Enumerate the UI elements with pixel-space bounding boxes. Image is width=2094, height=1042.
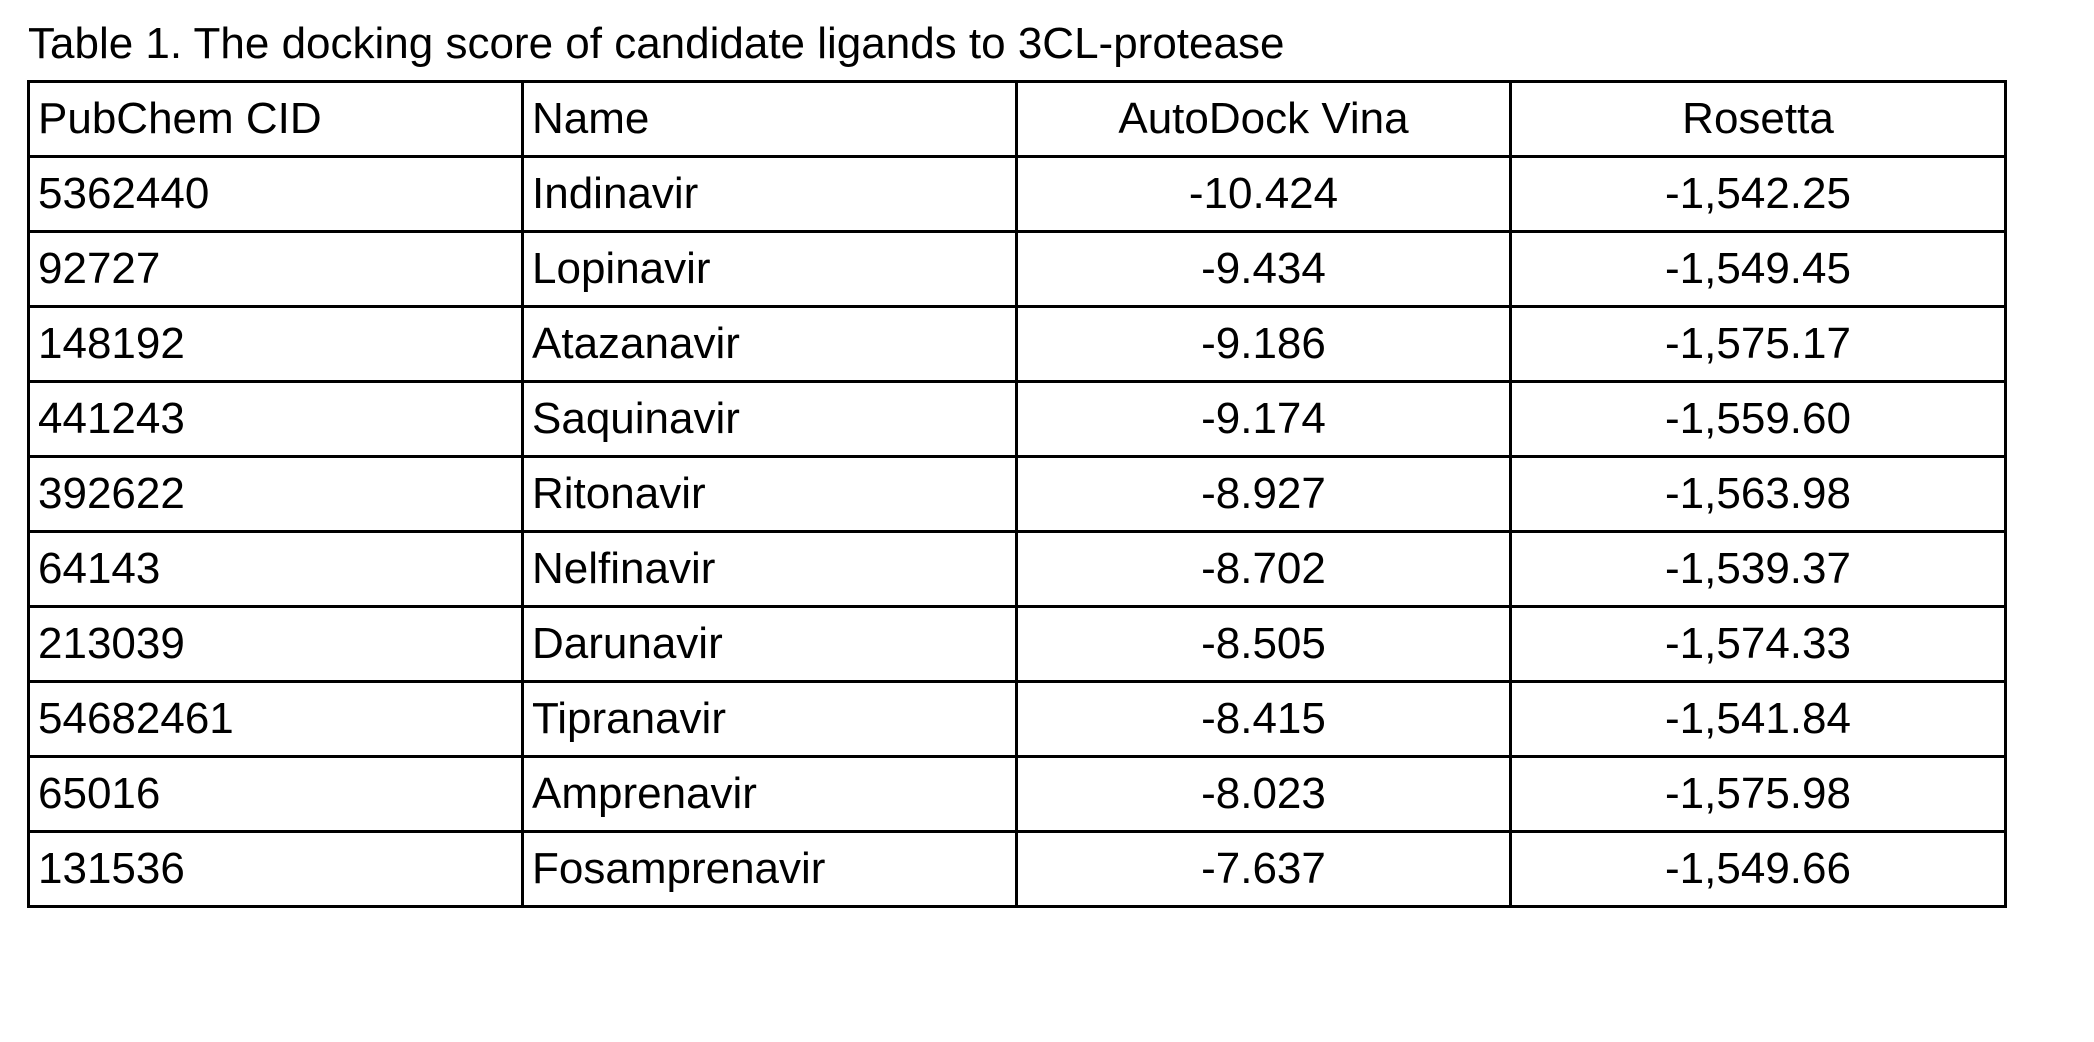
cell-name: Amprenavir <box>521 755 1018 833</box>
cell-name: Lopinavir <box>521 230 1018 308</box>
cell-name: Ritonavir <box>521 455 1018 533</box>
table-caption: Table 1. The docking score of candidate … <box>28 19 1285 68</box>
cell-rosetta: -1,563.98 <box>1509 455 2007 533</box>
cell-autodock-vina: -8.023 <box>1015 755 1512 833</box>
cell-pubchem-cid: 148192 <box>27 305 524 383</box>
cell-autodock-vina: -8.505 <box>1015 605 1512 683</box>
cell-pubchem-cid: 54682461 <box>27 680 524 758</box>
cell-pubchem-cid: 213039 <box>27 605 524 683</box>
cell-autodock-vina: -9.186 <box>1015 305 1512 383</box>
cell-name: Fosamprenavir <box>521 830 1018 908</box>
header-rosetta: Rosetta <box>1509 80 2007 158</box>
table-row: 148192 Atazanavir -9.186 -1,575.17 <box>27 305 2007 383</box>
docking-score-table: PubChem CID Name AutoDock Vina Rosetta 5… <box>27 80 2007 908</box>
cell-name: Atazanavir <box>521 305 1018 383</box>
table-row: 65016 Amprenavir -8.023 -1,575.98 <box>27 755 2007 833</box>
table-row: 92727 Lopinavir -9.434 -1,549.45 <box>27 230 2007 308</box>
cell-rosetta: -1,559.60 <box>1509 380 2007 458</box>
table-row: 441243 Saquinavir -9.174 -1,559.60 <box>27 380 2007 458</box>
cell-rosetta: -1,575.98 <box>1509 755 2007 833</box>
header-name: Name <box>521 80 1018 158</box>
cell-autodock-vina: -9.174 <box>1015 380 1512 458</box>
cell-rosetta: -1,549.45 <box>1509 230 2007 308</box>
header-autodock-vina: AutoDock Vina <box>1015 80 1512 158</box>
cell-rosetta: -1,574.33 <box>1509 605 2007 683</box>
table-header-row: PubChem CID Name AutoDock Vina Rosetta <box>27 80 2007 158</box>
cell-autodock-vina: -8.415 <box>1015 680 1512 758</box>
table-row: 213039 Darunavir -8.505 -1,574.33 <box>27 605 2007 683</box>
table-row: 5362440 Indinavir -10.424 -1,542.25 <box>27 155 2007 233</box>
cell-pubchem-cid: 5362440 <box>27 155 524 233</box>
header-pubchem-cid: PubChem CID <box>27 80 524 158</box>
cell-pubchem-cid: 92727 <box>27 230 524 308</box>
table-row: 64143 Nelfinavir -8.702 -1,539.37 <box>27 530 2007 608</box>
cell-rosetta: -1,542.25 <box>1509 155 2007 233</box>
cell-autodock-vina: -8.927 <box>1015 455 1512 533</box>
cell-name: Indinavir <box>521 155 1018 233</box>
cell-pubchem-cid: 441243 <box>27 380 524 458</box>
cell-rosetta: -1,549.66 <box>1509 830 2007 908</box>
table-row: 54682461 Tipranavir -8.415 -1,541.84 <box>27 680 2007 758</box>
cell-rosetta: -1,575.17 <box>1509 305 2007 383</box>
cell-name: Darunavir <box>521 605 1018 683</box>
cell-autodock-vina: -7.637 <box>1015 830 1512 908</box>
cell-autodock-vina: -9.434 <box>1015 230 1512 308</box>
cell-name: Saquinavir <box>521 380 1018 458</box>
cell-autodock-vina: -10.424 <box>1015 155 1512 233</box>
cell-name: Nelfinavir <box>521 530 1018 608</box>
cell-pubchem-cid: 65016 <box>27 755 524 833</box>
cell-name: Tipranavir <box>521 680 1018 758</box>
cell-rosetta: -1,541.84 <box>1509 680 2007 758</box>
table-row: 392622 Ritonavir -8.927 -1,563.98 <box>27 455 2007 533</box>
cell-autodock-vina: -8.702 <box>1015 530 1512 608</box>
cell-rosetta: -1,539.37 <box>1509 530 2007 608</box>
table-row: 131536 Fosamprenavir -7.637 -1,549.66 <box>27 830 2007 908</box>
cell-pubchem-cid: 131536 <box>27 830 524 908</box>
cell-pubchem-cid: 392622 <box>27 455 524 533</box>
table-body: 5362440 Indinavir -10.424 -1,542.25 9272… <box>27 155 2007 908</box>
cell-pubchem-cid: 64143 <box>27 530 524 608</box>
